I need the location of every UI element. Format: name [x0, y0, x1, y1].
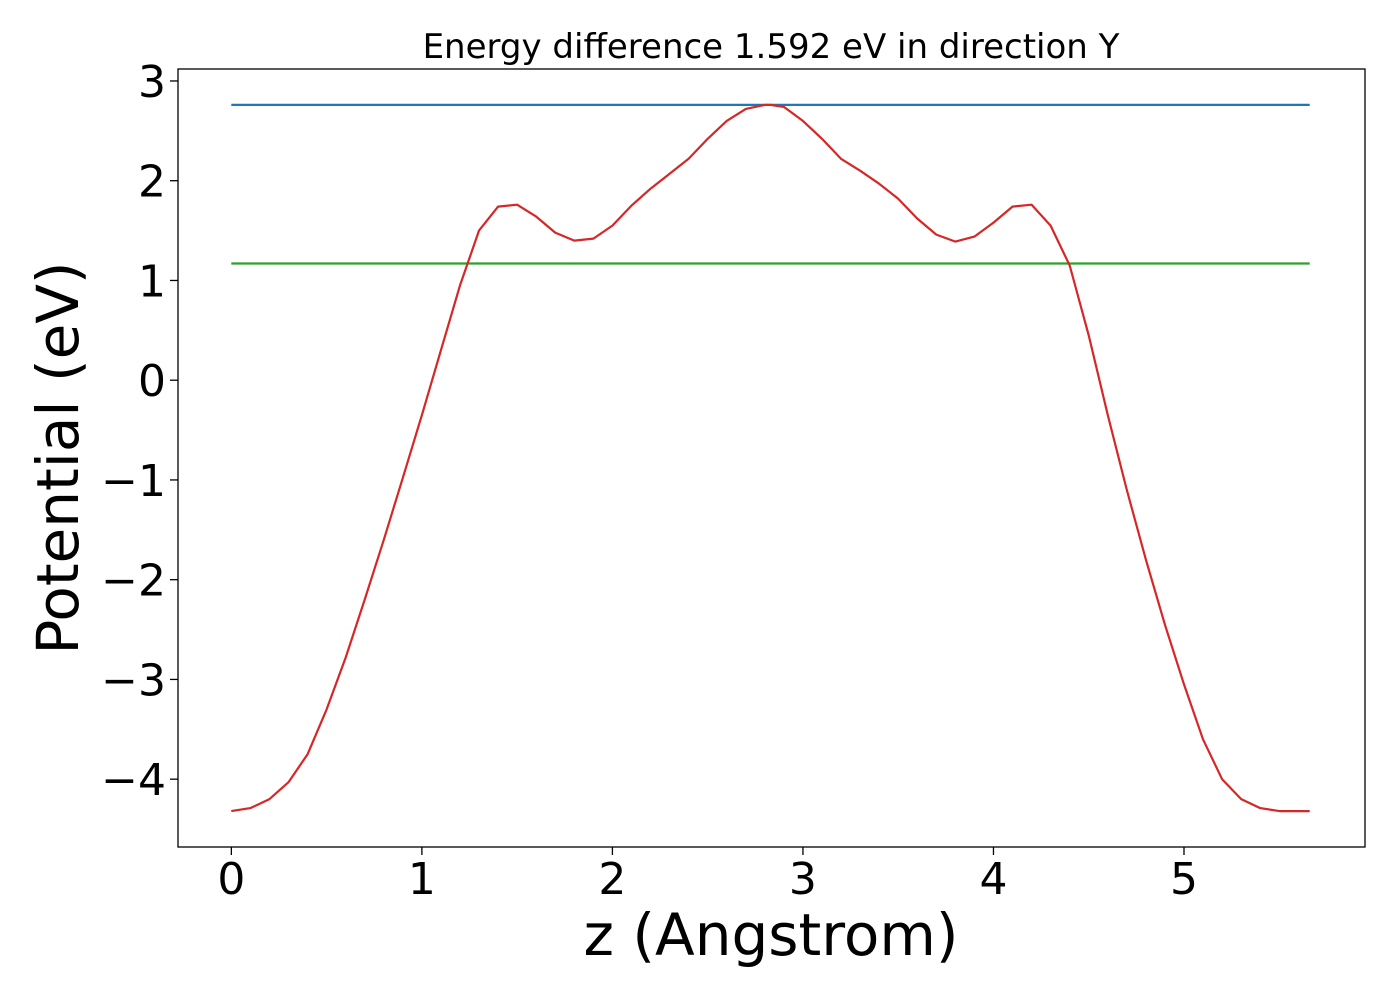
series-layer [231, 103, 1310, 813]
x-tick-label: 0 [217, 854, 245, 905]
x-tick-label: 3 [789, 854, 817, 905]
y-tick-label: 0 [138, 356, 166, 407]
y-tick-label: −3 [101, 655, 166, 706]
y-axis-label: Potential (eV) [24, 261, 92, 654]
x-tick-label: 4 [979, 854, 1007, 905]
y-tick-label: −4 [101, 755, 166, 806]
x-axis: 0 1 2 3 4 5 [217, 847, 1198, 905]
plot-frame [177, 68, 1366, 848]
y-tick-label: 1 [138, 256, 166, 307]
y-tick-label: −2 [101, 556, 166, 607]
x-axis-label: z (Angstrom) [584, 901, 959, 969]
y-tick-label: −1 [101, 456, 166, 507]
chart-title: Energy difference 1.592 eV in direction … [423, 27, 1120, 67]
y-tick-label: 2 [138, 157, 166, 208]
x-tick-label: 2 [598, 854, 626, 905]
x-tick-label: 5 [1170, 854, 1198, 905]
x-tick-label: 1 [408, 854, 436, 905]
series-line-red [231, 103, 1310, 813]
y-tick-label: 3 [138, 57, 166, 108]
y-axis: −4 −3 −2 −1 0 1 2 3 [101, 57, 178, 806]
